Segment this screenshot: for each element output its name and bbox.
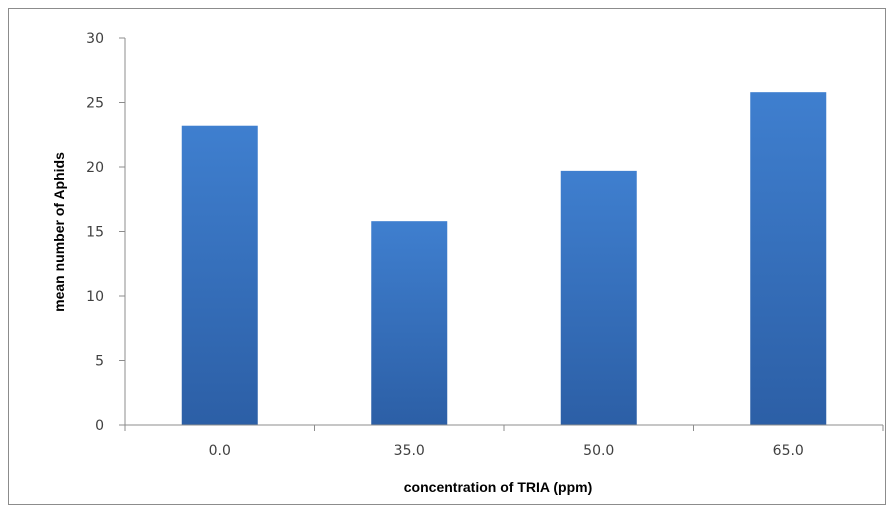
y-tick-label: 15 — [86, 225, 104, 241]
x-tick-labels: 0.0 35.0 50.0 65.0 — [209, 443, 804, 459]
y-tick-label: 10 — [86, 289, 104, 305]
x-tick-label: 50.0 — [583, 443, 614, 459]
x-tick-label: 0.0 — [209, 443, 231, 459]
bars-group — [181, 92, 827, 426]
x-tick-label: 65.0 — [773, 443, 804, 459]
y-tick-label: 25 — [86, 96, 104, 112]
axes-group — [119, 37, 884, 431]
y-tick-label: 30 — [86, 31, 104, 47]
bar-35.0 — [371, 221, 448, 425]
y-tick-label: 20 — [86, 160, 104, 176]
bar-0.0 — [181, 125, 258, 425]
y-tick-label: 0 — [95, 418, 104, 434]
x-tick-label: 35.0 — [394, 443, 425, 459]
bar-50.0 — [560, 170, 637, 425]
y-tick-labels: 0 5 10 15 20 25 30 — [86, 31, 104, 434]
y-axis-title: mean number of Aphids — [51, 152, 67, 312]
bar-65.0 — [750, 92, 827, 426]
y-tick-label: 5 — [95, 354, 104, 370]
x-axis-title: concentration of TRIA (ppm) — [404, 479, 592, 495]
